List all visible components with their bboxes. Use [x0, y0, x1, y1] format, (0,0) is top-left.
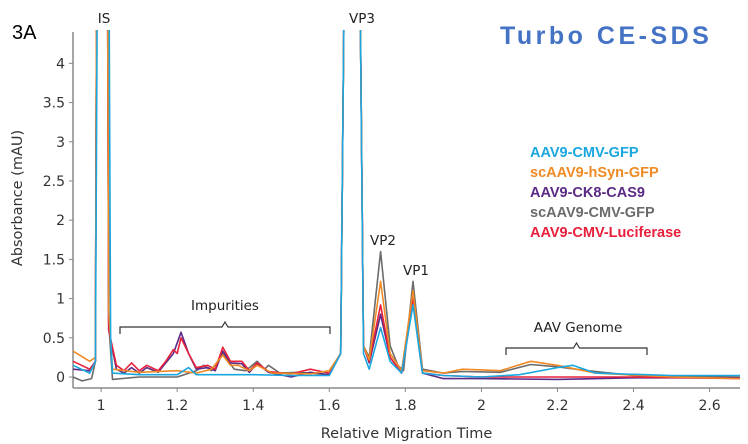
chart-title: Turbo CE-SDS — [500, 22, 713, 50]
x-tick-label: 2.4 — [622, 398, 644, 414]
y-tick-label: 0.5 — [43, 331, 65, 347]
aav-genome-bracket — [505, 341, 648, 355]
y-tick-label: 2 — [56, 213, 65, 229]
x-tick-label: 1.2 — [166, 398, 188, 414]
x-tick-label: 1.6 — [318, 398, 340, 414]
annotation-vp1: VP1 — [403, 263, 429, 279]
annotation-aav-genome: AAV Genome — [534, 320, 623, 336]
x-tick-label: 1 — [97, 398, 106, 414]
y-tick-label: 3.5 — [43, 96, 65, 112]
annotation-is: IS — [98, 11, 111, 27]
x-tick-label: 1.8 — [394, 398, 416, 414]
y-tick-label: 2.5 — [43, 174, 65, 190]
y-tick-label: 1.5 — [43, 252, 65, 268]
annotation-vp3: VP3 — [349, 11, 375, 27]
y-axis-label: Absorbance (mAU) — [10, 130, 26, 266]
impurities-bracket — [119, 320, 331, 334]
annotation-impurities: Impurities — [191, 298, 259, 314]
y-tick-label: 0 — [56, 370, 65, 386]
y-tick-label: 4 — [56, 56, 65, 72]
x-axis-label: Relative Migration Time — [321, 426, 493, 442]
y-tick-label: 1 — [56, 292, 65, 308]
legend: AAV9-CMV-GFP scAAV9-hSyn-GFP AAV9-CK8-CAS9… — [530, 143, 681, 243]
x-tick-label: 1.4 — [242, 398, 264, 414]
legend-item: AAV9-CMV-GFP — [530, 145, 639, 161]
series-line-aav9-cmv-gfp — [73, 30, 740, 378]
legend-item: AAV9-CMV-Luciferase — [530, 225, 682, 241]
x-tick-label: 2.6 — [698, 398, 720, 414]
legend-item: scAAV9-CMV-GFP — [530, 205, 655, 221]
x-tick-label: 2.2 — [546, 398, 568, 414]
legend-item: scAAV9-hSyn-GFP — [530, 165, 659, 181]
legend-item: AAV9-CK8-CAS9 — [530, 185, 645, 201]
annotation-vp2: VP2 — [370, 233, 396, 249]
panel-label: 3A — [12, 22, 37, 44]
x-tick-label: 2 — [477, 398, 486, 414]
y-tick-label: 3 — [56, 135, 65, 151]
